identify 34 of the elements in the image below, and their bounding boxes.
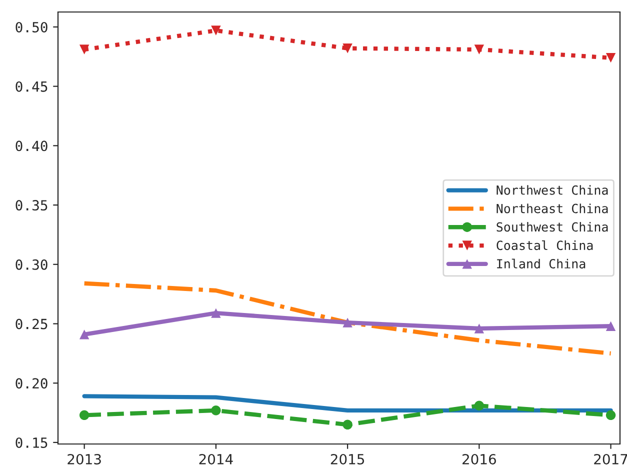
x-tick-label: 2017	[594, 454, 627, 464]
x-tick-label: 2014	[199, 454, 233, 464]
y-tick-label: 0.15	[16, 437, 48, 448]
legend-label: Coastal China	[496, 240, 593, 250]
point	[606, 410, 616, 420]
y-tick-label: 0.30	[16, 259, 48, 270]
point	[79, 410, 90, 420]
point	[474, 44, 484, 54]
legend-label: Northeast China	[496, 204, 608, 214]
point	[342, 43, 352, 54]
y-tick-label: 0.40	[16, 140, 48, 152]
point	[211, 26, 221, 36]
point	[79, 44, 90, 54]
y-tick-label: 0.35	[16, 200, 48, 211]
y-tick-label: 0.50	[16, 22, 48, 32]
x-tick-label: 2013	[68, 454, 101, 464]
point	[211, 406, 221, 416]
line-series	[82, 281, 613, 356]
point	[342, 420, 352, 430]
point	[474, 400, 484, 411]
point	[606, 52, 616, 63]
x-tick-label: 2015	[330, 454, 364, 464]
y-tick-label: 0.25	[16, 318, 48, 330]
point	[606, 321, 616, 331]
point	[211, 308, 221, 318]
legend-label: Southwest China	[496, 222, 608, 232]
x-tick-label: 2016	[462, 454, 496, 464]
point	[474, 324, 484, 334]
legend-label: Inland China	[497, 258, 586, 268]
point	[79, 330, 90, 340]
y-tick-label: 0.45	[16, 81, 48, 92]
legend-label: Northwest China	[496, 185, 608, 195]
point	[342, 318, 352, 328]
y-tick-label: 0.20	[16, 378, 48, 389]
